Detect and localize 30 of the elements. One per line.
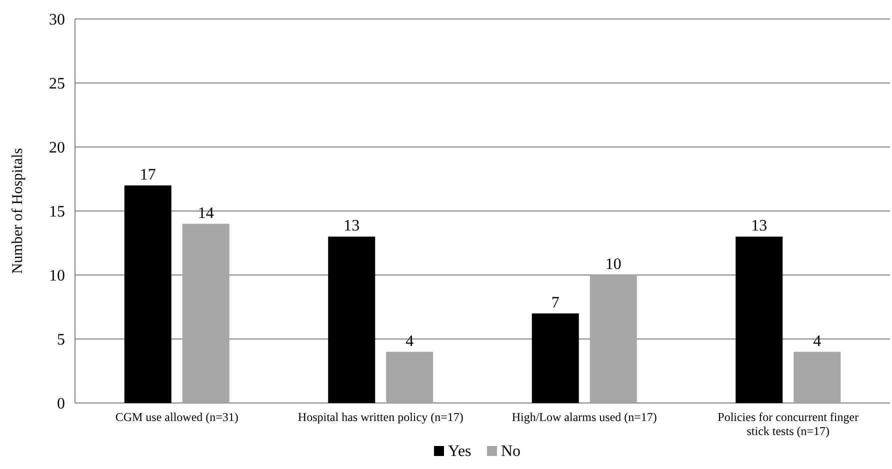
data-label: 17 xyxy=(140,166,156,184)
legend-label: No xyxy=(501,443,521,460)
data-label: 4 xyxy=(406,332,414,350)
bar xyxy=(736,236,783,403)
y-tick-label: 0 xyxy=(57,396,65,413)
y-tick-label: 20 xyxy=(49,140,65,157)
bar xyxy=(386,352,434,403)
data-label: 13 xyxy=(751,218,768,235)
x-tick-label: Policies for concurrent finger stick tests (n=17) xyxy=(718,410,859,438)
legend-label: Yes xyxy=(448,443,472,460)
data-label: 14 xyxy=(198,204,214,222)
y-tick-label: 30 xyxy=(49,12,65,29)
data-label: 7 xyxy=(551,294,560,312)
bar xyxy=(328,236,376,403)
bar xyxy=(124,185,172,403)
x-tick-label: High/Low alarms used (n=17) xyxy=(512,410,657,424)
data-label: 13 xyxy=(344,218,360,235)
bar xyxy=(590,275,637,403)
x-tick-label: Hospital has written policy (n=17) xyxy=(298,410,464,424)
x-tick-label: CGM use allowed (n=31) xyxy=(115,410,238,424)
bar xyxy=(794,352,841,403)
bar xyxy=(532,313,579,403)
y-tick-label: 15 xyxy=(49,204,65,221)
data-label: 4 xyxy=(813,332,822,350)
y-tick-label: 25 xyxy=(49,76,65,93)
y-axis-title: Number of Hospitals xyxy=(10,148,26,274)
y-tick-label: 5 xyxy=(57,332,65,349)
y-tick-label: 10 xyxy=(49,268,65,285)
bar xyxy=(182,224,230,403)
data-label: 10 xyxy=(605,256,622,273)
